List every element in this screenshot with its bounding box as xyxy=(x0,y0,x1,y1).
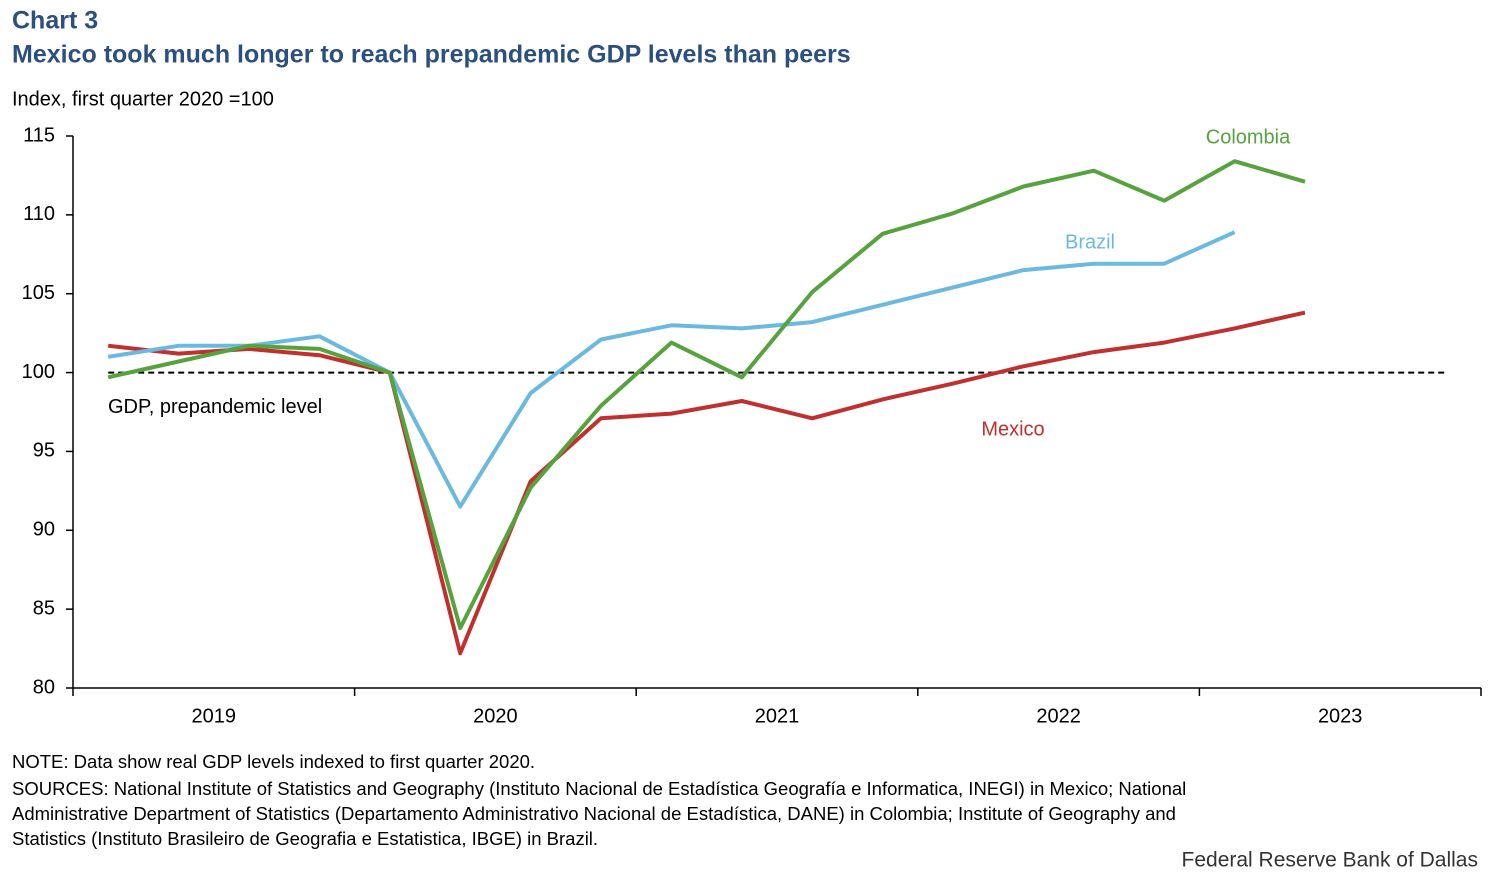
series-label: Colombia xyxy=(1206,126,1291,148)
y-tick-label: 100 xyxy=(22,361,55,383)
chart-title: Mexico took much longer to reach prepand… xyxy=(12,41,851,69)
note: Statistics (Instituto Brasileiro de Geog… xyxy=(12,828,598,849)
note: NOTE: Data show real GDP levels indexed … xyxy=(12,751,535,772)
series-label: Brazil xyxy=(1065,231,1115,253)
x-tick-label: 2019 xyxy=(192,705,237,727)
series-line xyxy=(107,310,1306,656)
series-line xyxy=(107,230,1236,509)
note: SOURCES: National Institute of Statistic… xyxy=(12,778,1186,799)
y-tick-label: 110 xyxy=(23,203,55,225)
y-tick-label: 90 xyxy=(33,519,55,541)
series-line xyxy=(107,159,1306,631)
x-tick-label: 2022 xyxy=(1036,705,1081,727)
series-label: Mexico xyxy=(981,418,1044,440)
y-tick-label: 95 xyxy=(33,440,55,462)
reference-label: GDP, prepandemic level xyxy=(108,396,322,418)
y-tick-label: 85 xyxy=(33,597,55,619)
chart-label: Chart 3 xyxy=(12,7,98,35)
source: Federal Reserve Bank of Dallas xyxy=(1182,849,1478,872)
y-tick-label: 105 xyxy=(22,282,55,304)
y-tick-label: 80 xyxy=(33,676,55,698)
x-tick-label: 2023 xyxy=(1318,705,1363,727)
x-tick-label: 2021 xyxy=(755,705,800,727)
x-tick-label: 2020 xyxy=(473,705,518,727)
y-axis-label: Index, first quarter 2020 =100 xyxy=(12,88,274,110)
note: Administrative Department of Statistics … xyxy=(12,803,1176,824)
y-tick-label: 115 xyxy=(23,124,55,146)
